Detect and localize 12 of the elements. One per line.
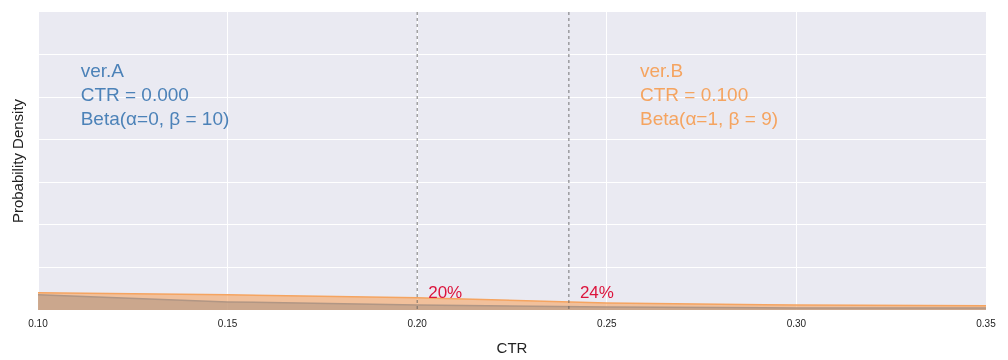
x-tick-label: 0.15	[217, 317, 238, 329]
text: ver.A CTR = 0.000 Beta(α=0, β = 10)	[80, 59, 230, 131]
x-tick-label: 0.25	[597, 317, 617, 329]
x-tick-label: 0.30	[786, 317, 807, 329]
text: ver.B CTR = 0.100 Beta(α=1, β = 9)	[639, 59, 779, 131]
ref-line-label: 20%	[428, 283, 463, 303]
x-tick-label: 0.10	[28, 317, 49, 329]
x-tick-label: 0.35	[976, 317, 997, 329]
x-axis-title: CTR	[496, 339, 528, 357]
ref-line-label: 24%	[579, 283, 614, 303]
y-axis-title: Probability Density	[9, 98, 27, 224]
x-tick-label: 0.20	[407, 317, 428, 329]
